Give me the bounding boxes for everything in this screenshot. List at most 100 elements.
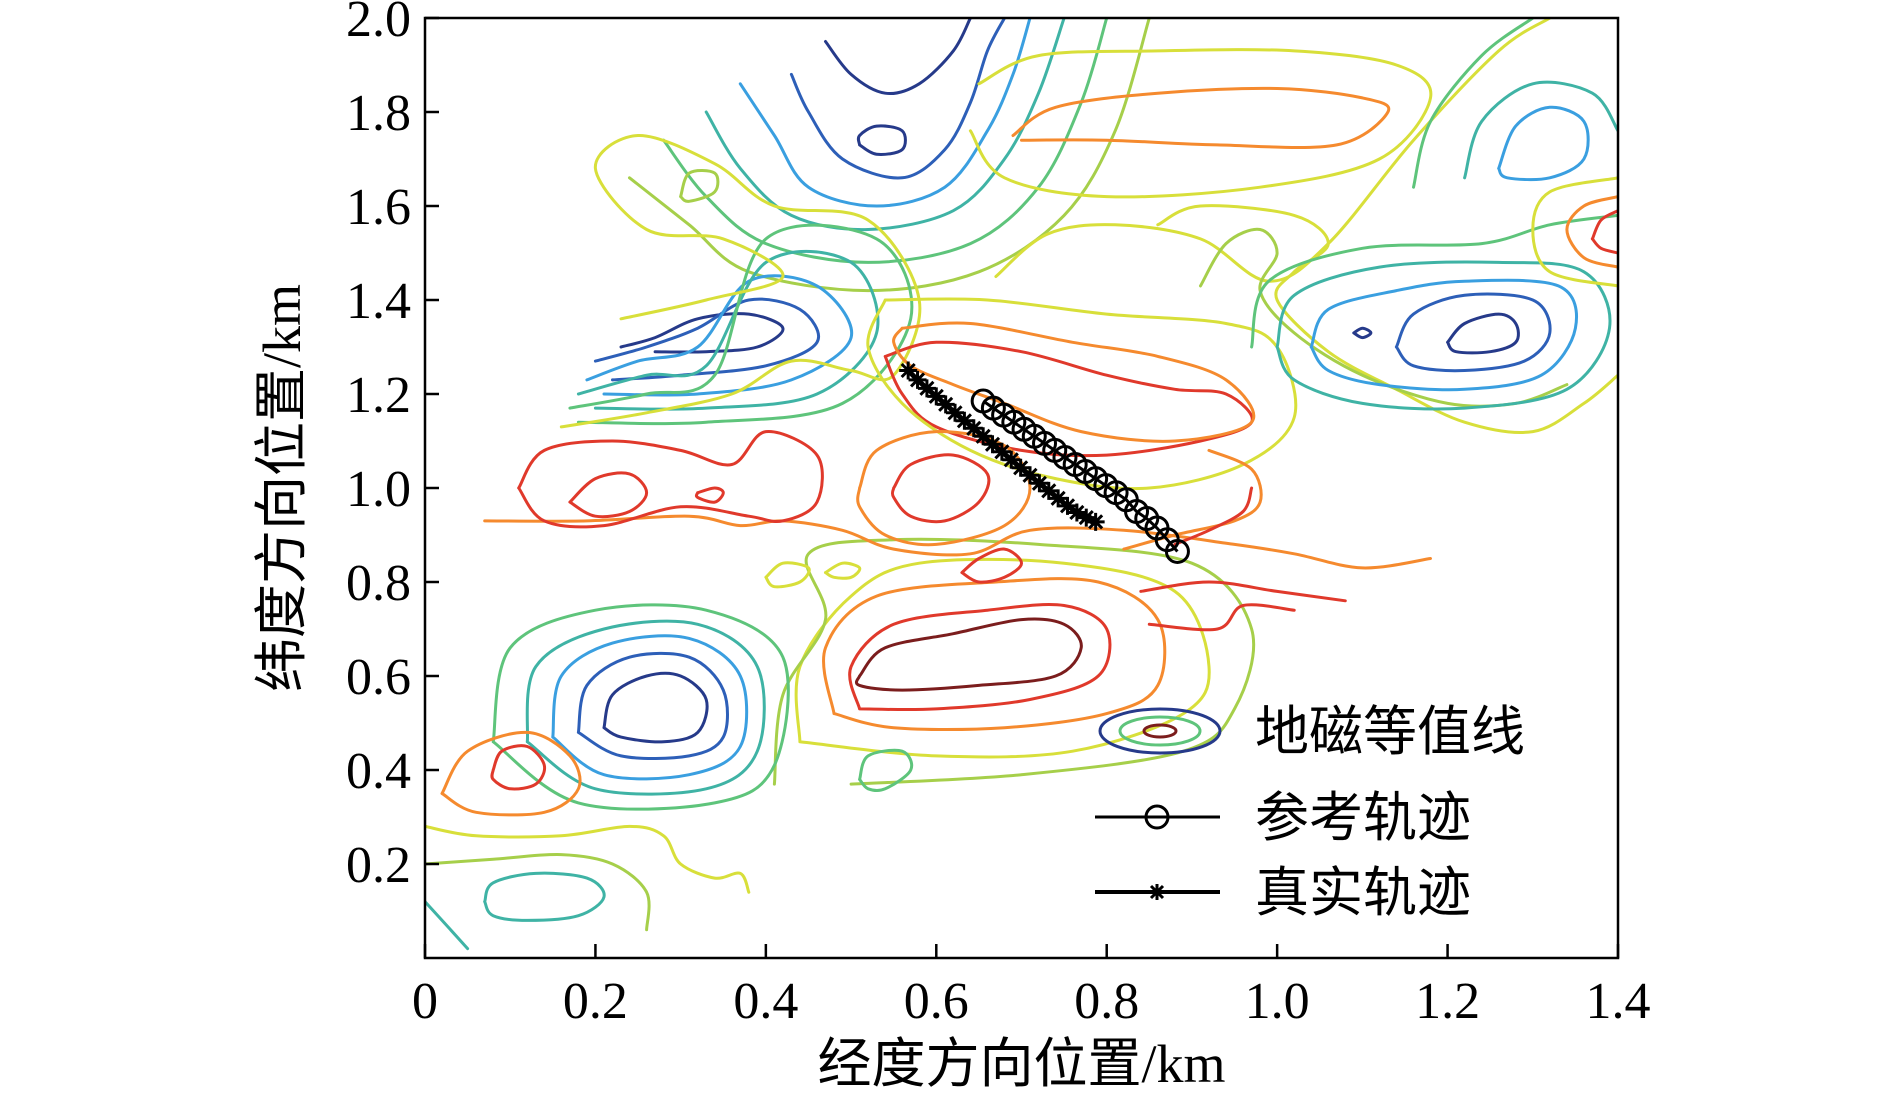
contour-line-8 bbox=[1011, 86, 1391, 150]
legend-contour-symbol-middle bbox=[1118, 715, 1202, 747]
true-point-1 bbox=[908, 370, 927, 389]
contour-line-41 bbox=[1352, 326, 1373, 340]
y-tick-label-9: 2.0 bbox=[346, 0, 411, 48]
y-tick-label-0: 0.2 bbox=[346, 837, 411, 894]
y-tick-label-1: 0.4 bbox=[346, 743, 411, 800]
x-tick-label-0: 0 bbox=[412, 973, 438, 1030]
true-point-20 bbox=[1086, 512, 1105, 531]
y-tick-label-2: 0.6 bbox=[346, 649, 411, 706]
contour-line-25 bbox=[890, 453, 991, 524]
contour-line-54 bbox=[576, 651, 729, 761]
x-tick-label-5: 1.0 bbox=[1245, 973, 1310, 1030]
legend-true-marker bbox=[1149, 884, 1165, 900]
contour-line-61 bbox=[425, 852, 651, 932]
x-tick-label-6: 1.2 bbox=[1415, 973, 1480, 1030]
contour-line-6 bbox=[628, 18, 1151, 293]
true-point-0 bbox=[899, 361, 918, 380]
contour-line-10 bbox=[619, 312, 785, 354]
legend-contour-symbol-outer bbox=[1098, 707, 1222, 755]
y-tick-label-4: 1.0 bbox=[346, 461, 411, 518]
contour-line-34 bbox=[1122, 448, 1263, 551]
contour-line-19 bbox=[822, 577, 1167, 731]
true-point-11 bbox=[1002, 450, 1021, 469]
contour-line-53 bbox=[602, 671, 709, 744]
x-tick-label-3: 0.6 bbox=[904, 973, 969, 1030]
contour-line-45 bbox=[1250, 213, 1618, 349]
true-point-3 bbox=[927, 387, 946, 406]
contour-line-37 bbox=[1139, 580, 1347, 603]
legend: 地磁等值线 参考轨迹 真实轨迹 bbox=[1095, 702, 1525, 923]
contour-line-0 bbox=[824, 18, 972, 96]
x-tick-label-4: 0.8 bbox=[1074, 973, 1139, 1030]
true-point-12 bbox=[1011, 458, 1030, 477]
y-tick-label-5: 1.2 bbox=[346, 367, 411, 424]
contour-line-48 bbox=[1565, 195, 1618, 269]
contour-line-64 bbox=[425, 900, 470, 951]
legend-label-true: 真实轨迹 bbox=[1255, 863, 1471, 923]
true-point-17 bbox=[1058, 496, 1077, 515]
contour-line-1 bbox=[856, 124, 907, 156]
contour-line-56 bbox=[525, 619, 766, 796]
true-point-10 bbox=[992, 442, 1011, 461]
legend-item-true: 真实轨迹 bbox=[1095, 863, 1471, 923]
true-point-6 bbox=[955, 411, 974, 430]
legend-reference-marker bbox=[1144, 804, 1170, 830]
trajectory-series-group bbox=[899, 361, 1190, 564]
contour-line-51 bbox=[1463, 80, 1618, 180]
contour-line-44 bbox=[1275, 260, 1612, 411]
true-point-2 bbox=[917, 379, 936, 398]
y-axis-title: 纬度方向位置/km bbox=[252, 284, 312, 692]
y-tick-label-3: 0.8 bbox=[346, 555, 411, 612]
contour-line-47 bbox=[1590, 237, 1618, 255]
contour-line-12 bbox=[585, 274, 854, 397]
contour-line-14 bbox=[568, 223, 914, 426]
contour-line-35 bbox=[1173, 486, 1254, 546]
contour-line-59 bbox=[440, 730, 582, 817]
contour-line-26 bbox=[856, 430, 1032, 547]
contour-line-57 bbox=[491, 603, 790, 811]
contour-line-4 bbox=[704, 18, 1066, 232]
contour-line-17 bbox=[854, 617, 1083, 692]
contour-line-13 bbox=[576, 250, 880, 411]
contour-line-31 bbox=[960, 547, 1023, 584]
contour-line-30 bbox=[517, 430, 824, 529]
contour-line-5 bbox=[662, 18, 1109, 264]
contour-line-52 bbox=[1412, 18, 1535, 189]
contour-line-7 bbox=[994, 18, 1552, 283]
contour-line-9 bbox=[968, 48, 1433, 199]
contour-line-43 bbox=[1309, 278, 1579, 392]
x-tick-label-2: 0.4 bbox=[733, 973, 798, 1030]
contour-line-46 bbox=[1590, 209, 1618, 241]
contour-line-18 bbox=[848, 602, 1112, 712]
contour-line-40 bbox=[1446, 312, 1520, 355]
true-point-5 bbox=[946, 403, 965, 422]
true-point-9 bbox=[983, 435, 1002, 454]
x-tick-label-7: 1.4 bbox=[1586, 973, 1651, 1030]
true-point-14 bbox=[1030, 474, 1049, 493]
contour-line-3 bbox=[738, 18, 1032, 208]
legend-contour-symbol-inner bbox=[1142, 723, 1178, 739]
x-axis-title: 经度方向位置/km bbox=[817, 1034, 1225, 1094]
contour-line-21 bbox=[772, 537, 1256, 786]
true-point-4 bbox=[936, 395, 955, 414]
contour-line-60 bbox=[425, 824, 751, 894]
contour-line-23 bbox=[892, 321, 1256, 443]
contour-line-33 bbox=[824, 561, 862, 580]
legend-item-contour: 地磁等值线 bbox=[1098, 702, 1525, 762]
contour-line-28 bbox=[568, 471, 649, 519]
contour-line-36 bbox=[1147, 603, 1296, 632]
contour-line-55 bbox=[551, 634, 749, 781]
contour-line-38 bbox=[1156, 204, 1618, 434]
true-point-16 bbox=[1049, 489, 1068, 508]
true-point-13 bbox=[1021, 466, 1040, 485]
contour-line-2 bbox=[789, 18, 1006, 180]
contour-line-15 bbox=[679, 168, 720, 203]
contour-line-42 bbox=[1394, 292, 1552, 373]
contour-line-62 bbox=[483, 871, 606, 922]
y-tick-label-6: 1.4 bbox=[346, 273, 411, 330]
contour-line-32 bbox=[764, 561, 811, 589]
contour-line-20 bbox=[794, 557, 1211, 759]
contour-line-27 bbox=[483, 514, 1432, 570]
